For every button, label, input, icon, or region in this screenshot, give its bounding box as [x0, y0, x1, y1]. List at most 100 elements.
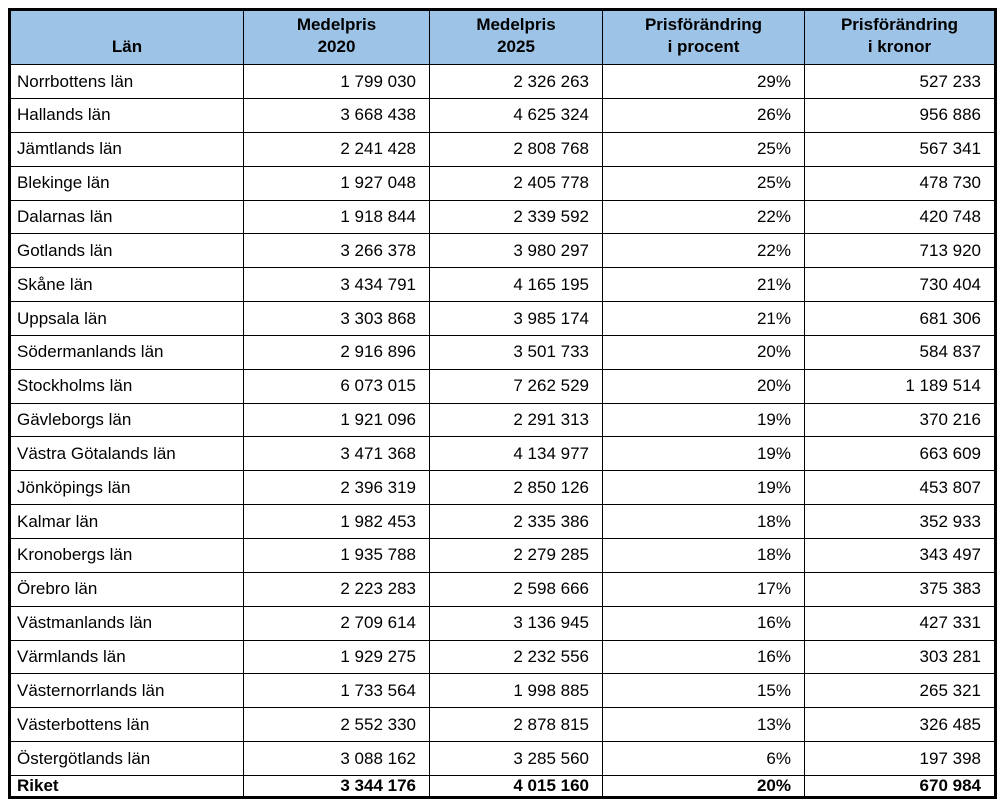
- cell-procent: 25%: [602, 165, 805, 201]
- cell-procent: 26%: [602, 98, 805, 133]
- cell-lan: Kalmar län: [9, 504, 244, 539]
- cell-lan: Jönköpings län: [9, 470, 244, 506]
- column-header-pris2020: Medelpris 2020: [243, 8, 430, 66]
- cell-pris2020: 1 921 096: [243, 402, 430, 438]
- cell-kronor: 453 807: [804, 470, 996, 506]
- cell-pris2025: 2 232 556: [429, 639, 603, 675]
- cell-procent: 20%: [602, 334, 805, 370]
- cell-pris2025: 2 850 126: [429, 470, 603, 506]
- cell-kronor: 567 341: [804, 131, 996, 167]
- cell-procent: 17%: [602, 571, 805, 607]
- cell-procent: 19%: [602, 436, 805, 472]
- cell-kronor: 584 837: [804, 334, 996, 370]
- cell-lan: Örebro län: [9, 571, 244, 607]
- cell-procent: 20%: [602, 775, 805, 798]
- cell-pris2025: 2 291 313: [429, 402, 603, 438]
- cell-procent: 15%: [602, 673, 805, 709]
- cell-procent: 13%: [602, 707, 805, 743]
- cell-lan: Västmanlands län: [9, 605, 244, 641]
- cell-pris2025: 1 998 885: [429, 673, 603, 709]
- cell-lan: Hallands län: [9, 98, 244, 133]
- cell-lan: Stockholms län: [9, 368, 244, 404]
- table-row: Södermanlands län 2 916 896 3 501 733 20…: [9, 334, 996, 370]
- table-row: Gotlands län 3 266 378 3 980 297 22% 713…: [9, 233, 996, 269]
- cell-lan: Gotlands län: [9, 233, 244, 269]
- cell-pris2020: 3 344 176: [243, 775, 430, 798]
- cell-pris2025: 3 285 560: [429, 741, 603, 776]
- cell-pris2020: 2 223 283: [243, 571, 430, 607]
- cell-lan: Dalarnas län: [9, 199, 244, 235]
- cell-pris2020: 1 982 453: [243, 504, 430, 539]
- cell-kronor: 343 497: [804, 538, 996, 573]
- cell-pris2020: 3 303 868: [243, 301, 430, 336]
- table-row: Västra Götalands län 3 471 368 4 134 977…: [9, 436, 996, 472]
- table-row: Kronobergs län 1 935 788 2 279 285 18% 3…: [9, 538, 996, 573]
- cell-kronor: 527 233: [804, 64, 996, 100]
- table-row: Östergötlands län 3 088 162 3 285 560 6%…: [9, 741, 996, 776]
- cell-kronor: 670 984: [804, 775, 996, 798]
- cell-pris2025: 3 980 297: [429, 233, 603, 269]
- cell-lan: Kronobergs län: [9, 538, 244, 573]
- cell-pris2025: 2 808 768: [429, 131, 603, 167]
- cell-kronor: 370 216: [804, 402, 996, 438]
- cell-pris2020: 6 073 015: [243, 368, 430, 404]
- summary-row-riket: Riket 3 344 176 4 015 160 20% 670 984: [9, 775, 996, 798]
- cell-lan: Västerbottens län: [9, 707, 244, 743]
- table-row: Norrbottens län 1 799 030 2 326 263 29% …: [9, 64, 996, 100]
- table-row: Värmlands län 1 929 275 2 232 556 16% 30…: [9, 639, 996, 675]
- cell-pris2025: 3 985 174: [429, 301, 603, 336]
- cell-lan: Västernorrlands län: [9, 673, 244, 709]
- cell-kronor: 197 398: [804, 741, 996, 776]
- table-row: Kalmar län 1 982 453 2 335 386 18% 352 9…: [9, 504, 996, 539]
- cell-lan: Södermanlands län: [9, 334, 244, 370]
- cell-kronor: 265 321: [804, 673, 996, 709]
- cell-pris2025: 2 279 285: [429, 538, 603, 573]
- table-header: Län Medelpris 2020 Medelpris 2025 Prisfö…: [9, 8, 996, 66]
- cell-kronor: 303 281: [804, 639, 996, 675]
- cell-pris2025: 3 501 733: [429, 334, 603, 370]
- cell-pris2020: 2 241 428: [243, 131, 430, 167]
- cell-procent: 16%: [602, 639, 805, 675]
- cell-lan: Riket: [9, 775, 244, 798]
- cell-pris2025: 7 262 529: [429, 368, 603, 404]
- cell-pris2020: 1 918 844: [243, 199, 430, 235]
- cell-kronor: 478 730: [804, 165, 996, 201]
- cell-pris2025: 4 134 977: [429, 436, 603, 472]
- cell-pris2020: 3 471 368: [243, 436, 430, 472]
- cell-procent: 22%: [602, 233, 805, 269]
- header-row: Län Medelpris 2020 Medelpris 2025 Prisfö…: [9, 8, 996, 66]
- cell-pris2020: 1 733 564: [243, 673, 430, 709]
- cell-pris2025: 2 339 592: [429, 199, 603, 235]
- cell-pris2020: 2 709 614: [243, 605, 430, 641]
- table-row: Jönköpings län 2 396 319 2 850 126 19% 4…: [9, 470, 996, 506]
- cell-procent: 19%: [602, 402, 805, 438]
- cell-kronor: 326 485: [804, 707, 996, 743]
- cell-pris2020: 2 396 319: [243, 470, 430, 506]
- cell-pris2025: 2 405 778: [429, 165, 603, 201]
- cell-lan: Gävleborgs län: [9, 402, 244, 438]
- table-row: Västmanlands län 2 709 614 3 136 945 16%…: [9, 605, 996, 641]
- cell-pris2020: 1 799 030: [243, 64, 430, 100]
- cell-lan: Norrbottens län: [9, 64, 244, 100]
- column-header-kronor: Prisförändring i kronor: [804, 8, 996, 66]
- cell-pris2025: 2 335 386: [429, 504, 603, 539]
- table-row: Uppsala län 3 303 868 3 985 174 21% 681 …: [9, 301, 996, 336]
- cell-pris2025: 3 136 945: [429, 605, 603, 641]
- cell-lan: Blekinge län: [9, 165, 244, 201]
- cell-kronor: 375 383: [804, 571, 996, 607]
- cell-pris2020: 3 434 791: [243, 267, 430, 303]
- column-header-lan: Län: [9, 8, 244, 66]
- cell-procent: 18%: [602, 504, 805, 539]
- table-row: Västerbottens län 2 552 330 2 878 815 13…: [9, 707, 996, 743]
- price-table: Län Medelpris 2020 Medelpris 2025 Prisfö…: [8, 8, 997, 799]
- cell-pris2020: 1 929 275: [243, 639, 430, 675]
- cell-pris2020: 3 266 378: [243, 233, 430, 269]
- cell-procent: 20%: [602, 368, 805, 404]
- cell-pris2025: 2 326 263: [429, 64, 603, 100]
- cell-pris2025: 4 625 324: [429, 98, 603, 133]
- cell-procent: 21%: [602, 301, 805, 336]
- cell-lan: Jämtlands län: [9, 131, 244, 167]
- cell-kronor: 730 404: [804, 267, 996, 303]
- cell-kronor: 713 920: [804, 233, 996, 269]
